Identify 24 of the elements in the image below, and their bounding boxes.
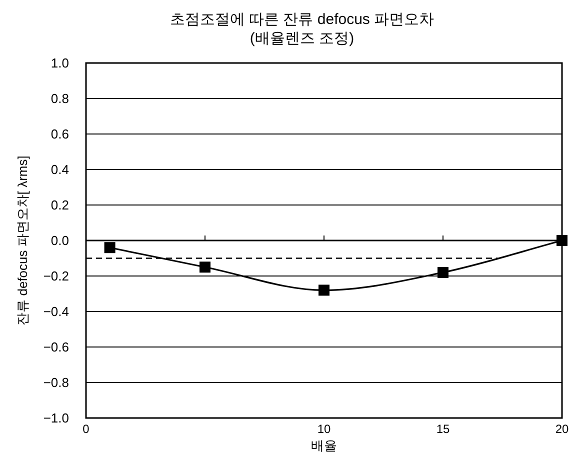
point [438, 266, 448, 278]
y-tick-label: −0.4 [43, 304, 69, 319]
chart-subtitle: (배율렌즈 조정) [250, 30, 354, 47]
x-tick-label: 15 [436, 422, 450, 436]
x-axis-title: 배율 [311, 438, 337, 453]
x-tick-label: 10 [317, 422, 331, 436]
point [104, 242, 116, 254]
y-tick-label: 0.8 [50, 91, 69, 106]
x-tick-label: 20 [555, 422, 569, 436]
y-tick-label: 1.0 [50, 56, 69, 70]
y-tick-label: −0.2 [43, 268, 69, 284]
point [200, 262, 210, 273]
y-tick-label: 0.0 [50, 233, 69, 248]
y-tick-label: 0.2 [50, 198, 69, 212]
x-tick-label: 0 [82, 422, 90, 436]
y-axis-title: 잔류 defocus 파면오차[ λrms] [15, 156, 30, 326]
point [556, 235, 568, 246]
y-tick-label: −1.0 [43, 410, 69, 426]
y-tick-label: 0.6 [50, 126, 69, 142]
y-tick-label: −0.6 [43, 340, 69, 354]
point [318, 284, 330, 296]
chart-title: 초점조절에 따른 잔류 defocus 파면오차 [170, 11, 434, 28]
y-tick-label: 0.4 [50, 162, 69, 177]
y-tick-label: −0.8 [43, 375, 69, 390]
